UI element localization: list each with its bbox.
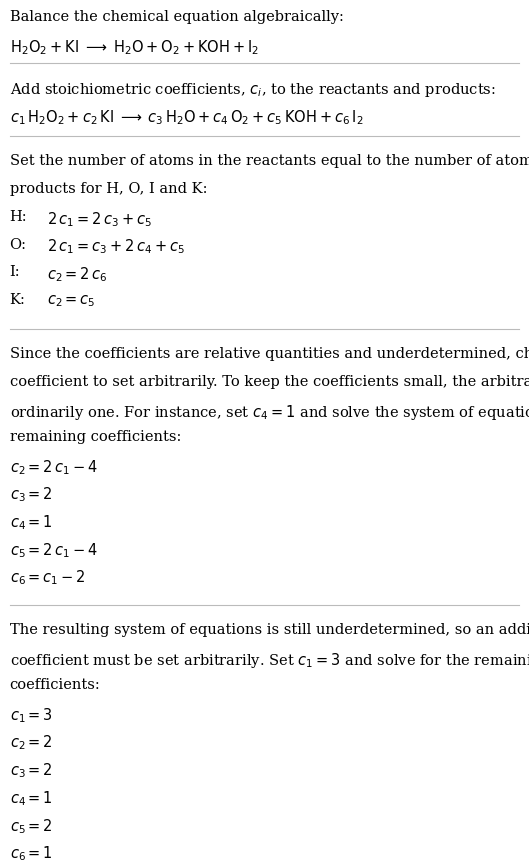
Text: H:: H: — [10, 210, 27, 224]
Text: $c_2 = 2\,c_6$: $c_2 = 2\,c_6$ — [47, 265, 107, 284]
Text: O:: O: — [10, 237, 26, 252]
Text: $c_6 = 1$: $c_6 = 1$ — [10, 844, 52, 863]
Text: $c_4 = 1$: $c_4 = 1$ — [10, 789, 52, 808]
Text: $c_6 = c_1 - 2$: $c_6 = c_1 - 2$ — [10, 569, 85, 587]
Text: $c_2 = c_5$: $c_2 = c_5$ — [47, 293, 95, 309]
Text: Balance the chemical equation algebraically:: Balance the chemical equation algebraica… — [10, 10, 343, 24]
Text: coefficient must be set arbitrarily. Set $c_1 = 3$ and solve for the remaining: coefficient must be set arbitrarily. Set… — [10, 650, 529, 669]
Text: $c_1 = 3$: $c_1 = 3$ — [10, 706, 52, 725]
Text: $c_2 = 2$: $c_2 = 2$ — [10, 734, 52, 753]
Text: Set the number of atoms in the reactants equal to the number of atoms in the: Set the number of atoms in the reactants… — [10, 154, 529, 169]
Text: $2\,c_1 = c_3 + 2\,c_4 + c_5$: $2\,c_1 = c_3 + 2\,c_4 + c_5$ — [47, 237, 185, 256]
Text: $2\,c_1 = 2\,c_3 + c_5$: $2\,c_1 = 2\,c_3 + c_5$ — [47, 210, 151, 229]
Text: ordinarily one. For instance, set $c_4 = 1$ and solve the system of equations fo: ordinarily one. For instance, set $c_4 =… — [10, 403, 529, 422]
Text: $c_5 = 2\,c_1 - 4$: $c_5 = 2\,c_1 - 4$ — [10, 541, 97, 559]
Text: products for H, O, I and K:: products for H, O, I and K: — [10, 182, 207, 197]
Text: Add stoichiometric coefficients, $c_i$, to the reactants and products:: Add stoichiometric coefficients, $c_i$, … — [10, 81, 495, 99]
Text: $c_4 = 1$: $c_4 = 1$ — [10, 514, 52, 532]
Text: K:: K: — [10, 293, 25, 307]
Text: $c_5 = 2$: $c_5 = 2$ — [10, 817, 52, 836]
Text: $c_3 = 2$: $c_3 = 2$ — [10, 486, 52, 504]
Text: I:: I: — [10, 265, 20, 280]
Text: $c_2 = 2\,c_1 - 4$: $c_2 = 2\,c_1 - 4$ — [10, 458, 97, 476]
Text: $c_1\,\mathrm{H_2O_2} + c_2\,\mathrm{KI} \;\longrightarrow\; c_3\,\mathrm{H_2O} : $c_1\,\mathrm{H_2O_2} + c_2\,\mathrm{KI}… — [10, 109, 363, 127]
Text: remaining coefficients:: remaining coefficients: — [10, 430, 181, 444]
Text: Since the coefficients are relative quantities and underdetermined, choose a: Since the coefficients are relative quan… — [10, 347, 529, 361]
Text: coefficient to set arbitrarily. To keep the coefficients small, the arbitrary va: coefficient to set arbitrarily. To keep … — [10, 375, 529, 389]
Text: $\mathrm{H_2O_2 + KI \;\longrightarrow\; H_2O + O_2 + KOH + I_2}$: $\mathrm{H_2O_2 + KI \;\longrightarrow\;… — [10, 38, 259, 57]
Text: $c_3 = 2$: $c_3 = 2$ — [10, 761, 52, 780]
Text: The resulting system of equations is still underdetermined, so an additional: The resulting system of equations is sti… — [10, 623, 529, 637]
Text: coefficients:: coefficients: — [10, 678, 101, 692]
